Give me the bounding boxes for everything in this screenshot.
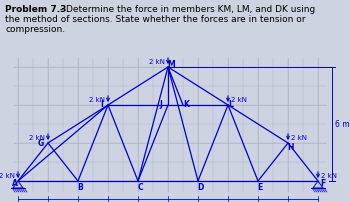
Text: G: G <box>38 139 44 148</box>
Text: 2 kN: 2 kN <box>291 134 307 140</box>
Text: - Determine the force in members KM, LM, and DK using: - Determine the force in members KM, LM,… <box>57 5 315 14</box>
Text: K: K <box>183 100 189 109</box>
Text: the method of sections. State whether the forces are in tension or: the method of sections. State whether th… <box>5 15 306 24</box>
Text: D: D <box>197 183 203 191</box>
Text: 2 kN: 2 kN <box>231 97 247 102</box>
Text: 2 kN: 2 kN <box>0 172 15 178</box>
Text: 2 kN: 2 kN <box>89 97 105 102</box>
Text: F: F <box>320 179 326 188</box>
Text: 2 kN: 2 kN <box>149 59 165 65</box>
Text: 6 m: 6 m <box>335 120 350 129</box>
Text: C: C <box>137 183 143 191</box>
Text: I: I <box>100 100 104 109</box>
Text: 2 kN: 2 kN <box>29 134 45 140</box>
Text: 2 kN: 2 kN <box>321 172 337 178</box>
Text: H: H <box>288 143 294 152</box>
Text: A: A <box>12 179 18 188</box>
Text: B: B <box>77 183 83 191</box>
Text: Problem 7.3: Problem 7.3 <box>5 5 66 14</box>
Text: E: E <box>257 183 262 191</box>
Text: compression.: compression. <box>5 25 65 34</box>
Text: L: L <box>229 100 233 109</box>
Text: M: M <box>167 60 175 69</box>
Text: J: J <box>160 100 162 109</box>
